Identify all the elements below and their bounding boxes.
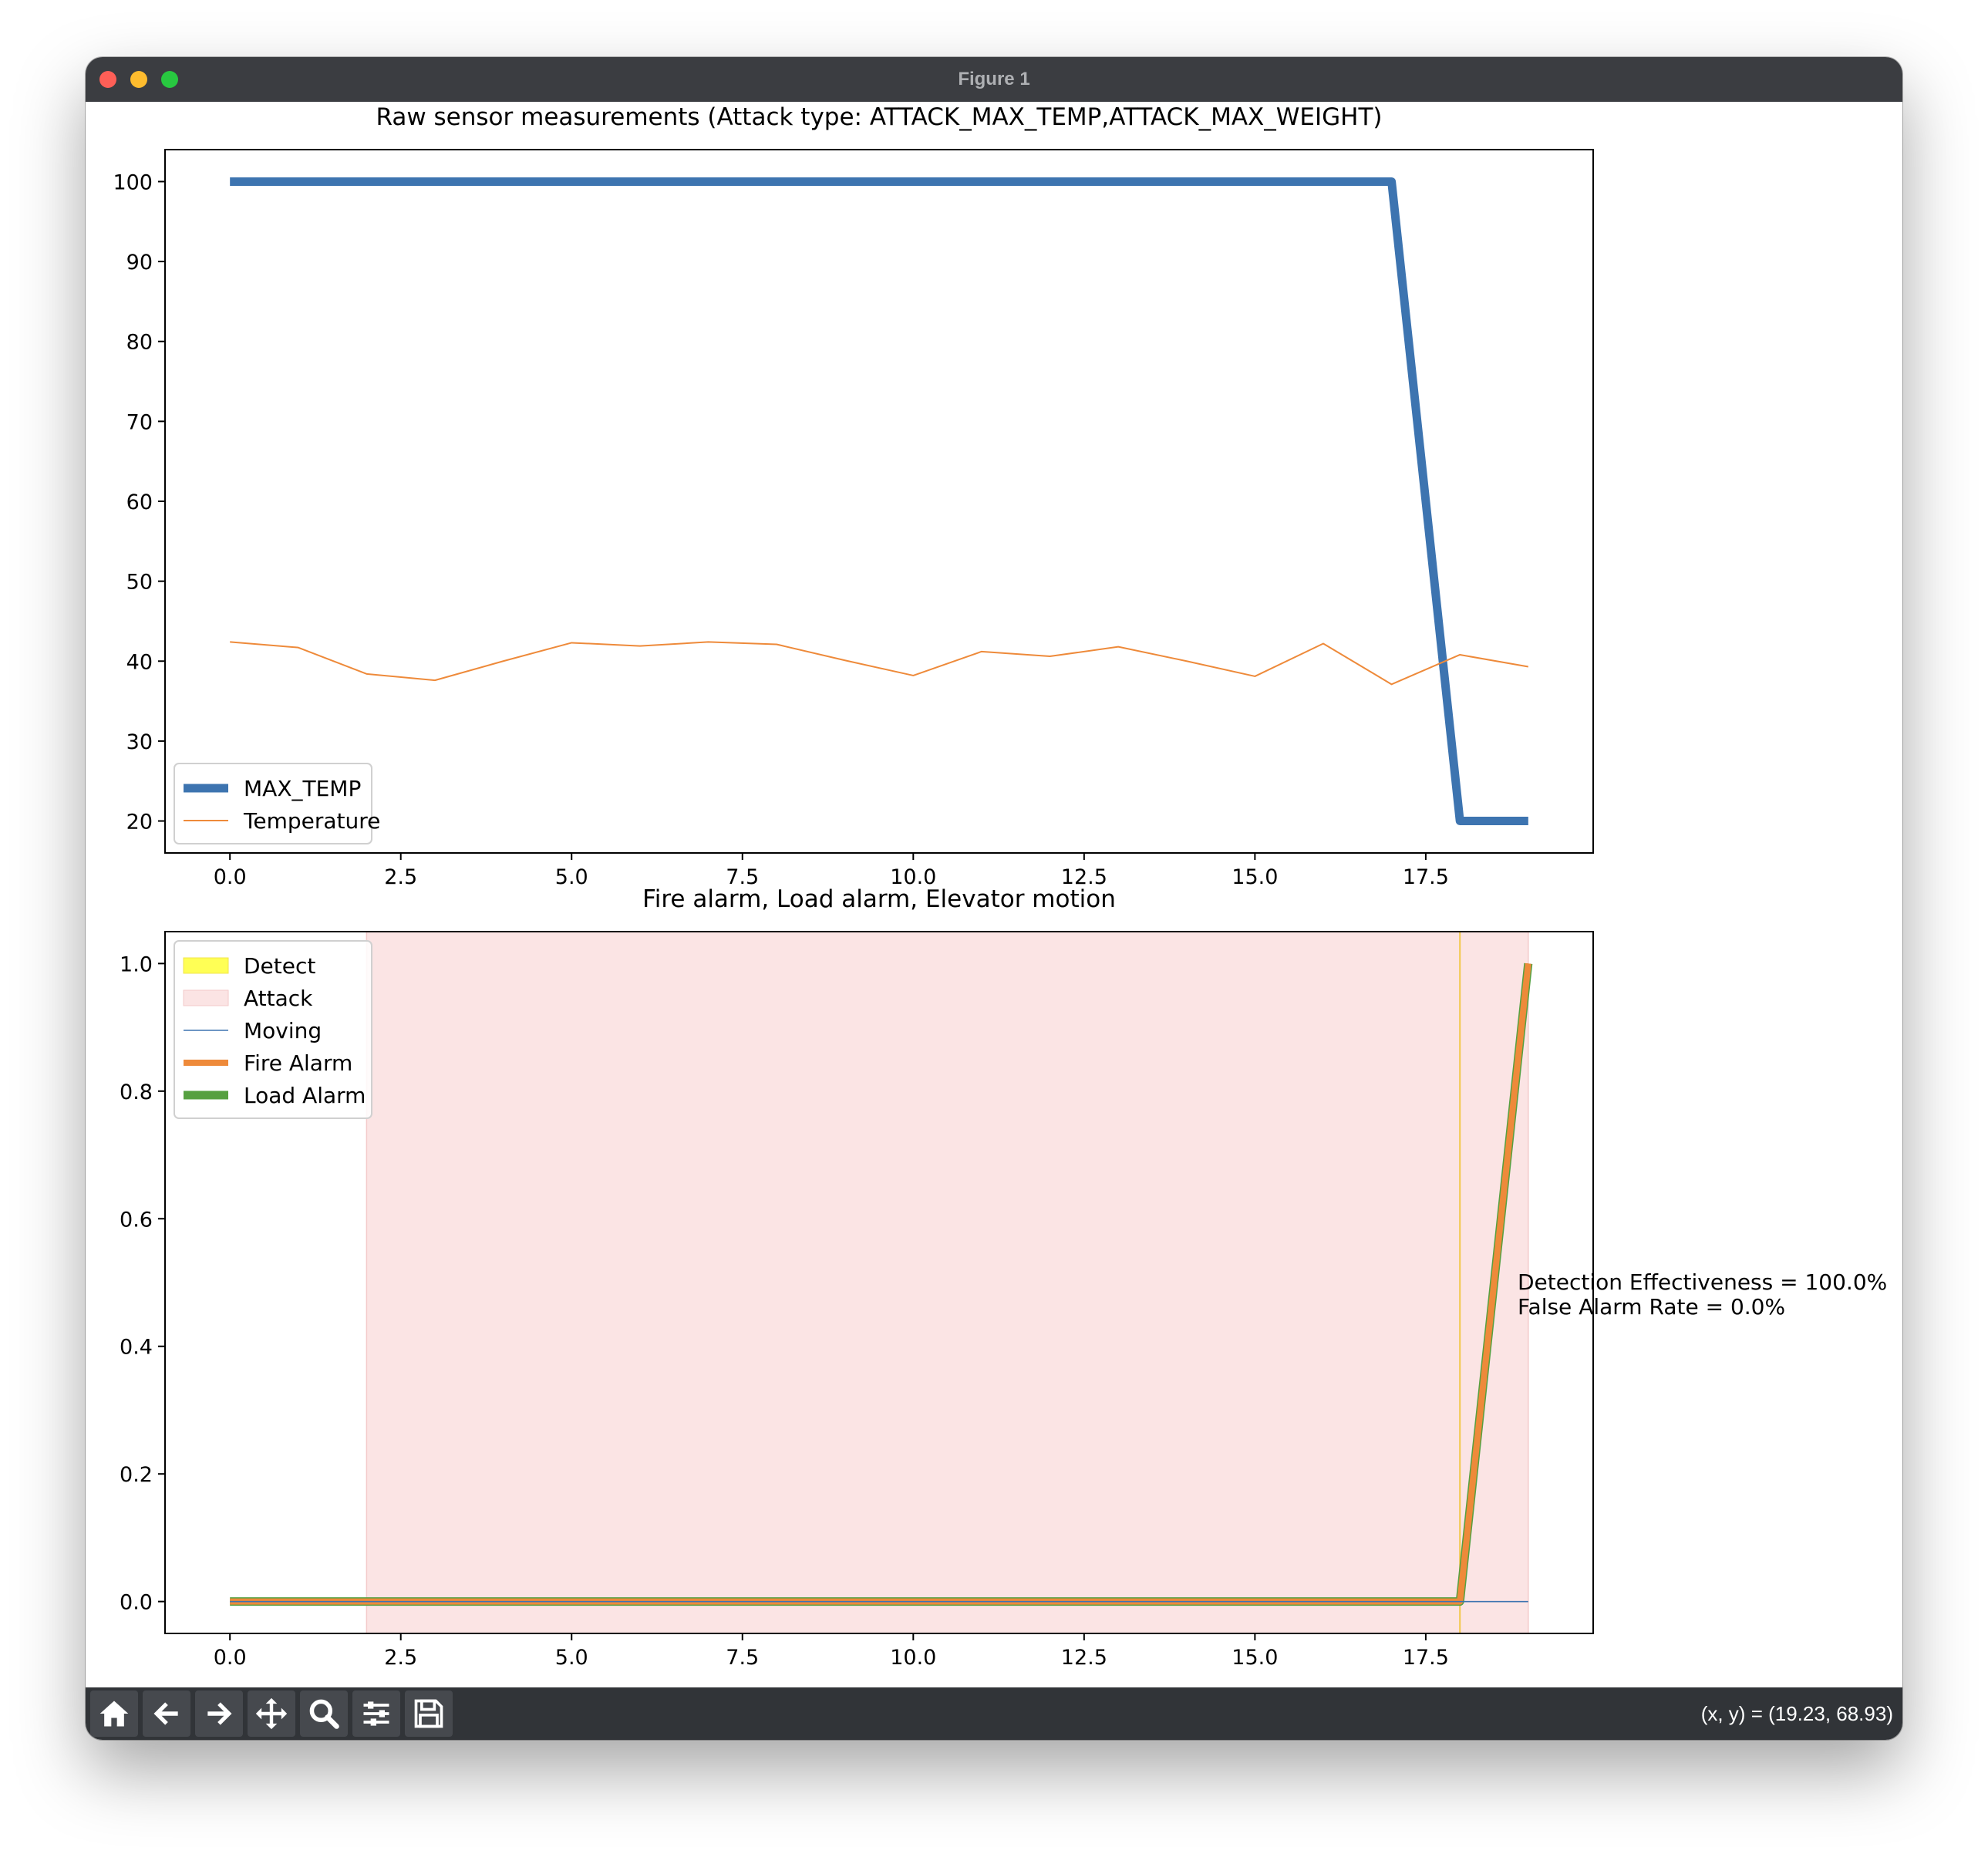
attack-span xyxy=(366,931,1529,1634)
legend-label-detect: Detect xyxy=(244,953,315,979)
legend-handle-attack xyxy=(183,989,229,1006)
y-tick-label: 70 xyxy=(126,410,153,434)
figure-window: Figure 1 Raw sensor measurements (Attack… xyxy=(86,57,1902,1740)
axes-alarms: Fire alarm, Load alarm, Elevator motion … xyxy=(120,885,1887,1670)
x-tick-label: 17.5 xyxy=(1403,1646,1449,1670)
legend-label-temperature: Temperature xyxy=(243,808,380,834)
pan-button[interactable] xyxy=(248,1691,295,1737)
y-tick-label: 40 xyxy=(126,650,153,674)
legend-label-moving: Moving xyxy=(244,1018,322,1043)
window-title: Figure 1 xyxy=(958,69,1030,89)
coordinate-readout: (x, y) = (19.23, 68.93) xyxy=(1700,1702,1893,1725)
legend: MAX_TEMP Temperature xyxy=(174,763,380,844)
annotation-detection-effectiveness: Detection Effectiveness = 100.0% xyxy=(1518,1269,1887,1295)
x-tick-label: 2.5 xyxy=(384,1646,417,1670)
save-button[interactable] xyxy=(405,1691,453,1737)
series-line-temperature xyxy=(230,641,1528,686)
legend-label-load-alarm: Load Alarm xyxy=(244,1083,366,1108)
legend-handle-detect xyxy=(183,957,229,974)
legend-label-attack: Attack xyxy=(244,986,313,1011)
zoom-icon xyxy=(309,1699,339,1729)
axes-background xyxy=(165,150,1593,853)
y-tick-label: 50 xyxy=(126,571,153,595)
legend-label-fire-alarm: Fire Alarm xyxy=(244,1050,352,1076)
x-tick-label: 7.5 xyxy=(726,1646,759,1670)
axes-frame xyxy=(164,931,1594,1634)
y-tick-label: 0.6 xyxy=(120,1208,153,1232)
legend-box xyxy=(174,940,372,1119)
navigation-toolbar: (x, y) = (19.23, 68.93) xyxy=(86,1687,1902,1740)
figure-svg: Raw sensor measurements (Attack type: AT… xyxy=(113,103,1887,1670)
back-arrow-icon xyxy=(153,1702,178,1725)
x-tick-label: 0.0 xyxy=(214,1646,247,1670)
forward-arrow-icon xyxy=(207,1702,232,1725)
x-tick-label: 15.0 xyxy=(1232,1646,1278,1670)
maximize-button[interactable] xyxy=(161,71,178,88)
x-tick-label: 10.0 xyxy=(890,1646,936,1670)
x-tick-label: 5.0 xyxy=(555,1646,588,1670)
axes-title: Raw sensor measurements (Attack type: AT… xyxy=(376,103,1382,131)
legend: Detect Attack Moving Fire Alarm Load Alarm xyxy=(174,940,372,1119)
figure-canvas[interactable]: Raw sensor measurements (Attack type: AT… xyxy=(86,102,1902,1687)
x-tick-label: 7.5 xyxy=(726,865,759,889)
series-line-max-temp xyxy=(230,177,1528,826)
legend-label-max-temp: MAX_TEMP xyxy=(244,776,361,801)
y-tick-label: 60 xyxy=(126,490,153,514)
x-tick-label: 2.5 xyxy=(384,865,417,889)
y-tick-label: 0.0 xyxy=(120,1591,153,1615)
close-button[interactable] xyxy=(99,71,116,88)
minimize-button[interactable] xyxy=(130,71,147,88)
y-tick-label: 90 xyxy=(126,251,153,275)
save-icon xyxy=(414,1699,443,1728)
y-tick-label: 80 xyxy=(126,331,153,355)
annotation-false-alarm-rate: False Alarm Rate = 0.0% xyxy=(1518,1294,1785,1320)
y-tick-label: 0.4 xyxy=(120,1336,153,1360)
home-icon xyxy=(99,1701,129,1727)
configure-subplots-button[interactable] xyxy=(352,1691,400,1737)
home-button[interactable] xyxy=(90,1691,138,1737)
x-tick-label: 12.5 xyxy=(1061,1646,1107,1670)
axes-raw-sensor: Raw sensor measurements (Attack type: AT… xyxy=(113,103,1594,889)
back-button[interactable] xyxy=(143,1691,190,1737)
legend-box xyxy=(174,763,372,844)
forward-button[interactable] xyxy=(195,1691,243,1737)
configure-subplots-icon xyxy=(363,1701,389,1726)
y-tick-label: 20 xyxy=(126,811,153,834)
title-bar: Figure 1 xyxy=(86,57,1902,102)
x-tick-label: 15.0 xyxy=(1232,865,1278,889)
x-tick-label: 0.0 xyxy=(214,865,247,889)
y-tick-label: 0.2 xyxy=(120,1463,153,1487)
y-tick-label: 0.8 xyxy=(120,1080,153,1104)
x-tick-label: 17.5 xyxy=(1403,865,1449,889)
x-tick-label: 10.0 xyxy=(890,865,936,889)
zoom-button[interactable] xyxy=(300,1691,348,1737)
axes-title: Fire alarm, Load alarm, Elevator motion xyxy=(642,885,1116,913)
pan-icon xyxy=(255,1697,288,1730)
x-tick-label: 5.0 xyxy=(555,865,588,889)
x-tick-label: 12.5 xyxy=(1061,865,1107,889)
y-tick-label: 100 xyxy=(113,170,153,194)
y-tick-label: 1.0 xyxy=(120,952,153,976)
y-tick-label: 30 xyxy=(126,730,153,754)
